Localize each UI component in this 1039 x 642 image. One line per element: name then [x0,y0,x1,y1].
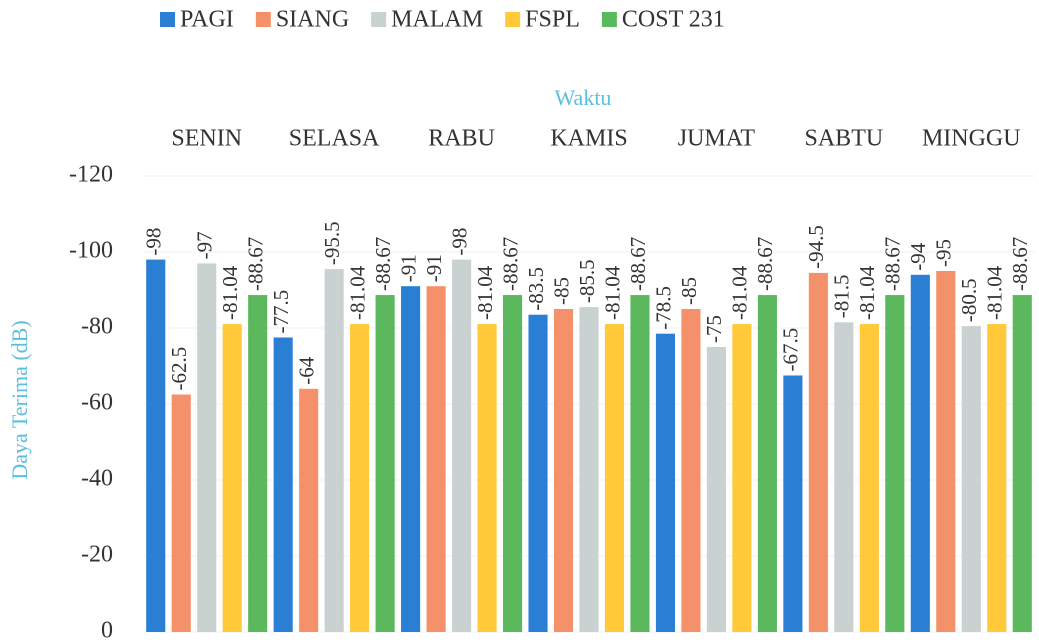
bar [324,269,344,632]
bar [579,307,599,632]
y-tick-label: -60 [81,390,113,416]
value-label: -88.67 [243,237,267,291]
legend-swatch [255,12,271,27]
y-tick-label: -20 [81,542,113,568]
value-label: -88.67 [1008,237,1032,291]
x-tick-label: MINGGU [922,126,1021,152]
value-label: -94.5 [804,225,828,269]
bar [197,263,217,632]
value-label: -85 [677,277,701,305]
bar [1012,295,1032,632]
legend-label: COST 231 [622,7,725,33]
value-label: -81.5 [830,275,854,319]
value-label: -95 [932,239,956,267]
value-label: -67.5 [779,328,803,372]
value-label: -88.67 [753,237,777,291]
value-label: -81.04 [728,265,752,320]
value-label: -91 [396,254,420,282]
bar [706,347,726,632]
y-tick-label: -120 [69,162,113,188]
value-label: -88.67 [498,237,522,291]
bar [885,295,905,632]
bar [910,274,930,632]
legend-swatch [505,12,521,27]
value-label: -88.67 [371,237,395,291]
value-label: -85.5 [575,259,599,303]
bar [961,326,981,632]
x-axis-label: Waktu [555,85,612,110]
bar [757,295,777,632]
bar [452,259,472,632]
legend-label: MALAM [391,7,483,33]
value-label: -85 [549,277,573,305]
bar [248,295,268,632]
value-label: -77.5 [269,290,293,334]
x-tick-label: RABU [428,126,495,152]
bar [808,272,828,632]
bar [375,295,395,632]
bar [146,259,166,632]
value-label: -83.5 [524,267,548,311]
y-axis-label: Daya Terima (dB) [7,320,32,479]
x-tick-label: SENIN [171,126,242,152]
legend-swatch [160,12,175,27]
legend-label: SIANG [276,7,349,33]
legend-label: FSPL [525,7,580,33]
legend-label: PAGI [180,7,234,33]
bar [426,286,446,632]
x-tick-label: KAMIS [550,126,627,152]
x-tick-label: SELASA [289,126,380,152]
value-label: -97 [193,231,217,259]
bar [273,337,293,632]
bar [732,324,752,632]
y-tick-label: 0 [101,618,113,642]
bar [936,271,956,632]
bar [630,295,650,632]
value-label: -91 [422,254,446,282]
legend-swatch [371,12,387,27]
bar [834,322,854,632]
x-tick-label: SABTU [805,126,884,152]
bar [350,324,370,632]
value-label: -88.67 [626,237,650,291]
value-label: -78.5 [651,286,675,330]
bar [783,375,803,632]
bar [528,314,548,632]
bar [477,324,497,632]
bar [502,295,523,632]
y-tick-label: -100 [69,238,113,264]
bar [681,309,701,632]
value-label: -98 [447,228,471,256]
legend-swatch [601,12,617,27]
bar [859,324,879,632]
bar [553,309,574,632]
value-label: -88.67 [881,237,905,291]
bar [604,324,625,632]
bar [299,388,319,632]
value-label: -81.04 [345,265,369,320]
value-label: -81.04 [600,265,624,320]
value-label: -98 [142,228,166,256]
bar [222,324,242,632]
value-label: -81.04 [855,265,879,320]
y-tick-label: -80 [81,314,113,340]
value-label: -81.04 [473,265,497,320]
bar [401,286,421,632]
bar [655,333,676,632]
x-tick-label: JUMAT [678,126,756,152]
y-tick-label: -40 [81,466,113,492]
bar [987,324,1007,632]
value-label: -80.5 [957,278,981,322]
value-label: -64 [294,356,318,384]
value-label: -62.5 [167,347,191,391]
value-label: -94 [906,242,930,270]
value-label: -95.5 [320,221,344,265]
value-label: -75 [702,315,726,343]
bar [171,394,191,632]
value-label: -81.04 [983,265,1007,320]
value-label: -81.04 [218,265,242,320]
